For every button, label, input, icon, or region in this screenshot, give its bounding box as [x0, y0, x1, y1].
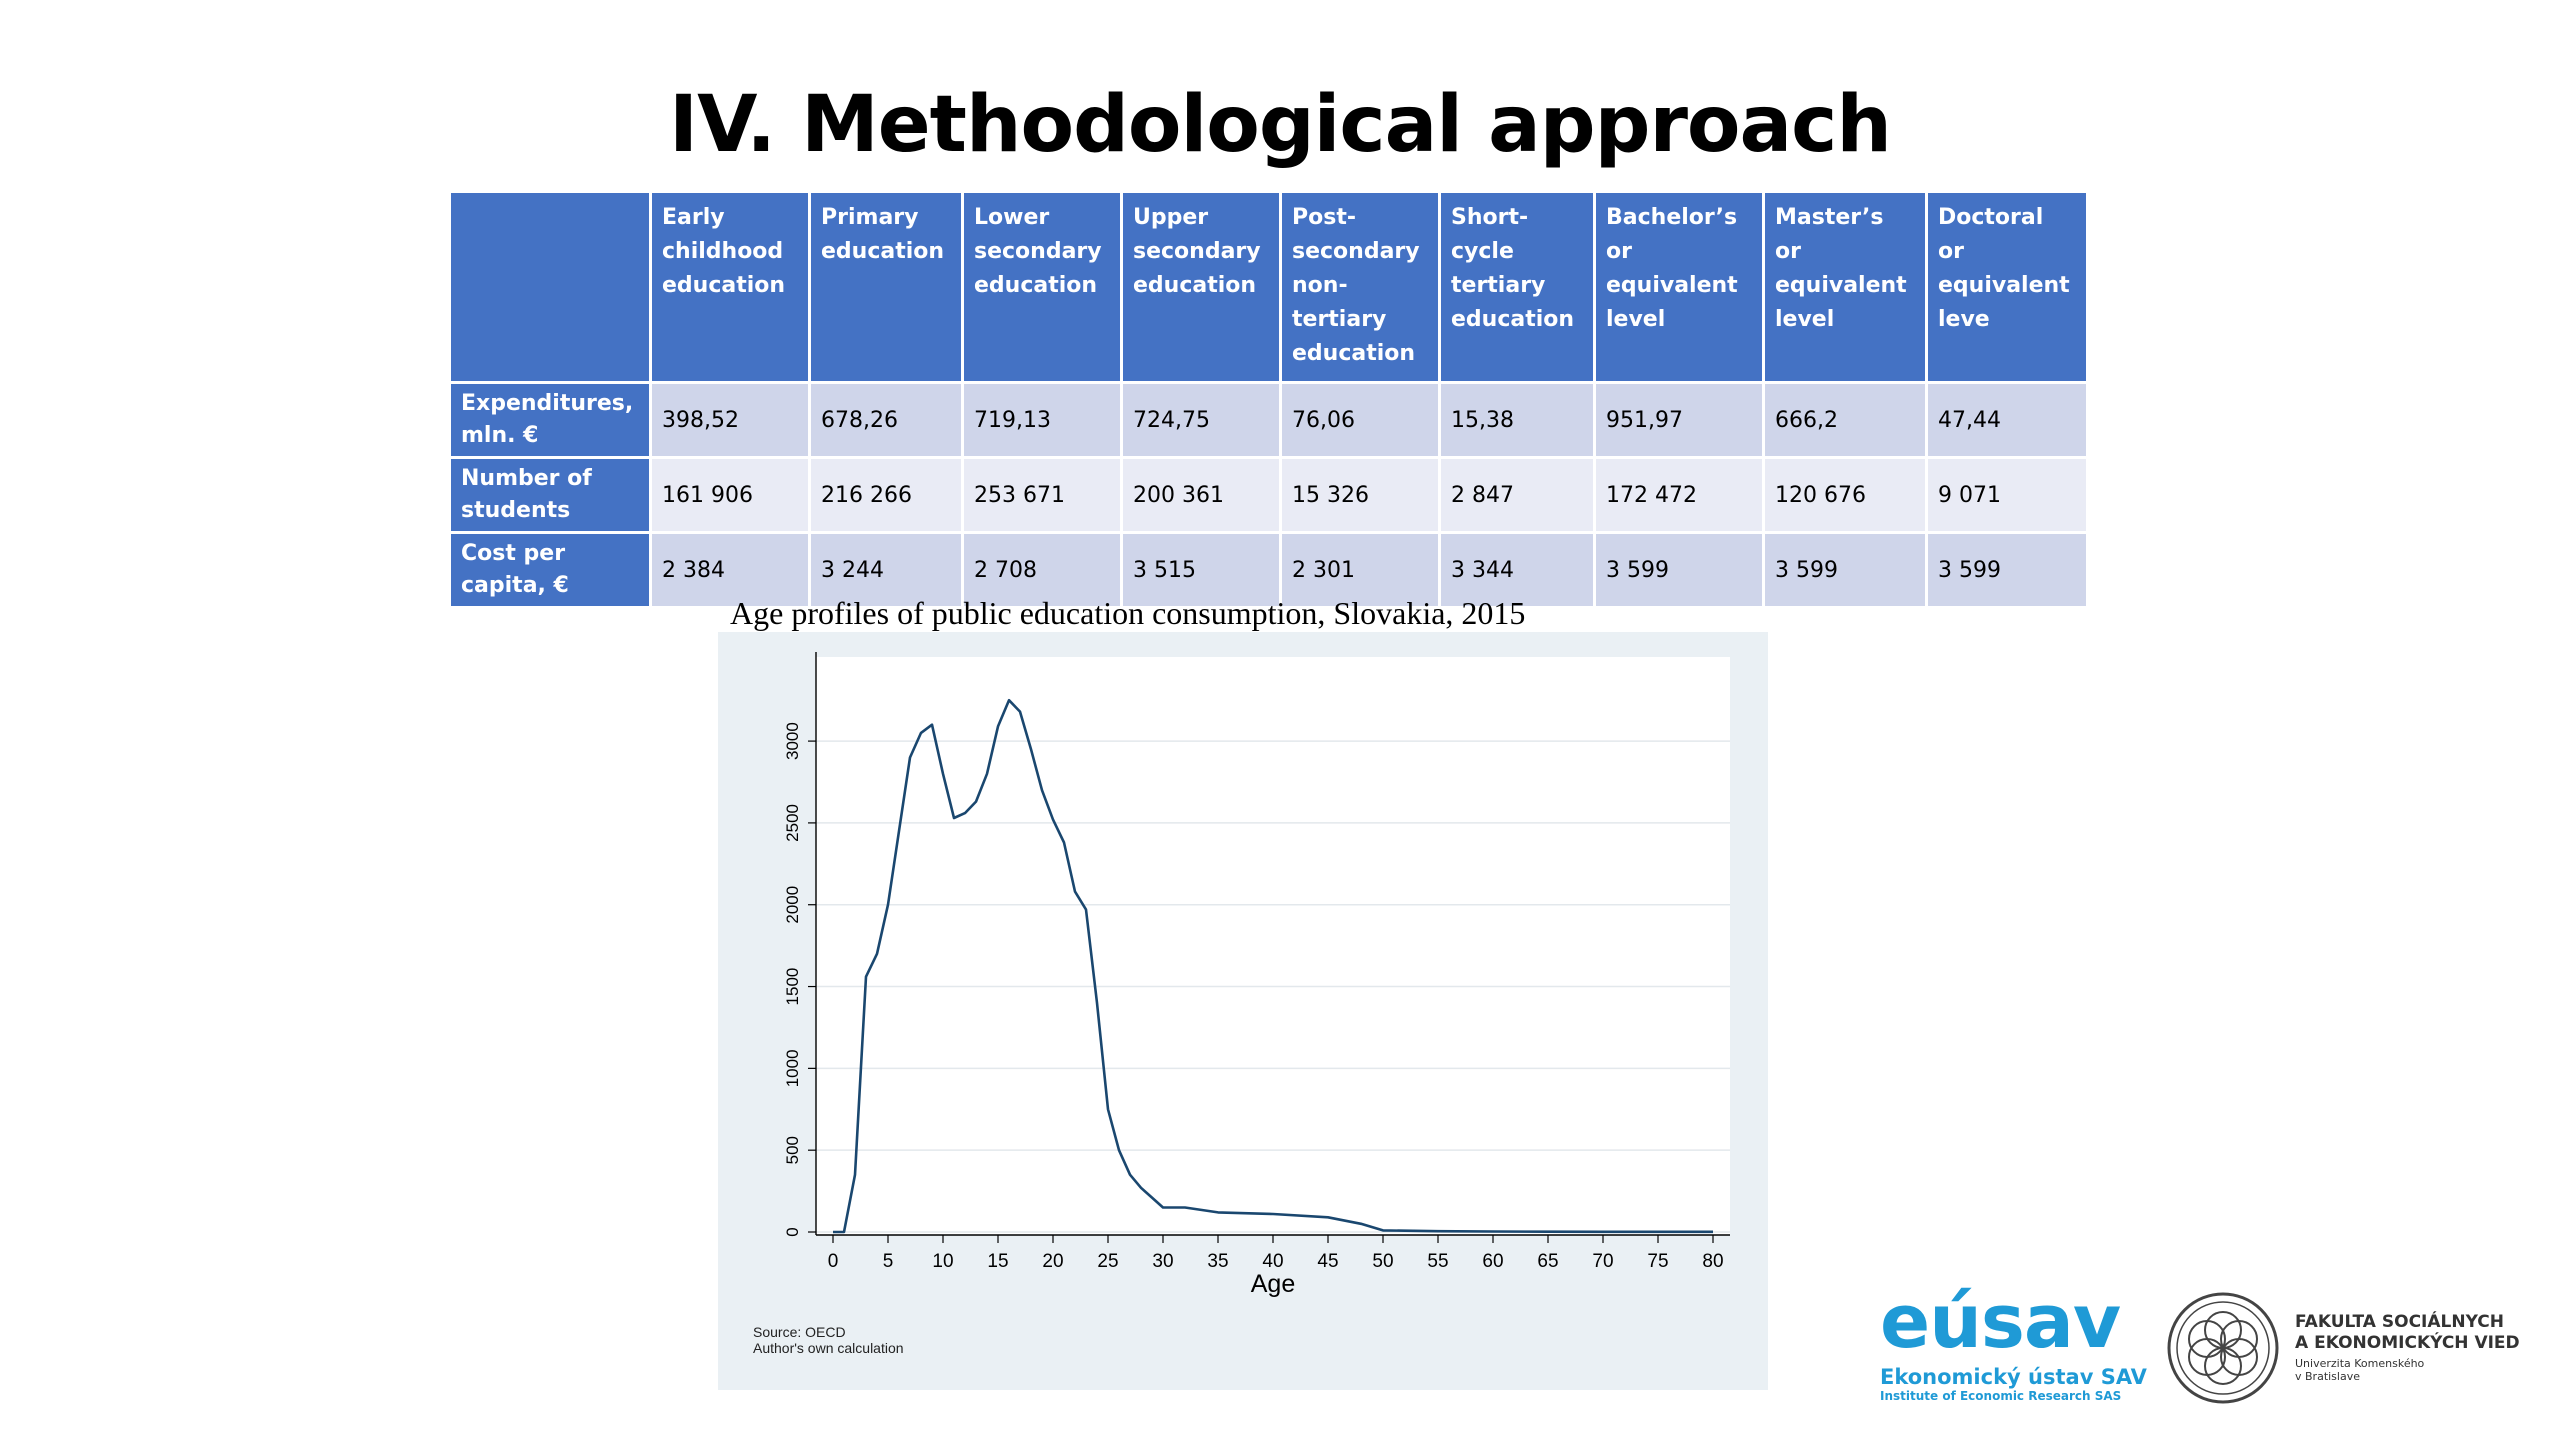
- fsev-text: FAKULTA SOCIÁLNYCH A EKONOMICKÝCH VIED U…: [2295, 1312, 2520, 1383]
- x-tick-label: 50: [1372, 1251, 1393, 1272]
- plot-area: [816, 657, 1730, 1235]
- table-cell: 9 071: [1928, 459, 2086, 531]
- table-cell: 3 599: [1596, 534, 1762, 606]
- y-tick-label: 0: [783, 1227, 802, 1236]
- x-tick-label: 5: [883, 1251, 894, 1272]
- header-cell: Lower secondary education: [964, 193, 1120, 381]
- y-tick-label: 500: [783, 1136, 802, 1164]
- header-cell: Short-cycle tertiary education: [1441, 193, 1593, 381]
- table-cell: 3 344: [1441, 534, 1593, 606]
- table-cell: 3 244: [811, 534, 961, 606]
- chart-panel: 0 500 1000 1500 2000 2500 3000 0 5 10 15 20 25 30 35 40…: [718, 632, 1768, 1390]
- table-cell: 15 326: [1282, 459, 1438, 531]
- table-cell: 47,44: [1928, 384, 2086, 456]
- x-tick-label: 0: [828, 1251, 839, 1272]
- table-header-row: Early childhood education Primary educat…: [451, 193, 2086, 381]
- slide-title: IV. Methodological approach: [669, 80, 1892, 170]
- table-row: Cost per capita, € 2 384 3 244 2 708 3 5…: [451, 534, 2086, 606]
- fsev-line: v Bratislave: [2295, 1370, 2360, 1383]
- table-row: Expenditures, mln. € 398,52 678,26 719,1…: [451, 384, 2086, 456]
- header-cell: Bachelor’s or equivalent level: [1596, 193, 1762, 381]
- x-tick-label: 30: [1152, 1251, 1173, 1272]
- header-cell: Upper secondary education: [1123, 193, 1279, 381]
- education-cost-table: Early childhood education Primary educat…: [448, 190, 2089, 609]
- x-tick-label: 35: [1207, 1251, 1228, 1272]
- table-cell: 161 906: [652, 459, 808, 531]
- x-tick-label: 80: [1702, 1251, 1723, 1272]
- table-cell: 2 847: [1441, 459, 1593, 531]
- table-cell: 2 384: [652, 534, 808, 606]
- table-cell: 120 676: [1765, 459, 1925, 531]
- fsev-logo: FAKULTA SOCIÁLNYCH A EKONOMICKÝCH VIED U…: [2165, 1290, 2545, 1410]
- y-tick-label: 3000: [783, 722, 802, 760]
- x-tick-label: 25: [1097, 1251, 1118, 1272]
- table-cell: 678,26: [811, 384, 961, 456]
- eusav-logo: eúsav Ekonomický ústav SAV Institute of …: [1880, 1285, 2160, 1415]
- eusav-name: Ekonomický ústav SAV: [1880, 1365, 2147, 1389]
- table-cell: 216 266: [811, 459, 961, 531]
- table-cell: 666,2: [1765, 384, 1925, 456]
- table-cell: 200 361: [1123, 459, 1279, 531]
- x-tick-label: 40: [1262, 1251, 1283, 1272]
- fsev-line: A EKONOMICKÝCH VIED: [2295, 1333, 2520, 1353]
- series-line: [833, 698, 1713, 1234]
- fsev-emblem-icon: [2167, 1292, 2279, 1404]
- header-cell: Post-secondary non-tertiary education: [1282, 193, 1438, 381]
- eusav-name-en: Institute of Economic Research SAS: [1880, 1389, 2122, 1403]
- x-tick-label: 65: [1537, 1251, 1558, 1272]
- table-cell: 3 515: [1123, 534, 1279, 606]
- table-cell: 172 472: [1596, 459, 1762, 531]
- x-tick-label: 10: [932, 1251, 953, 1272]
- table-cell: 253 671: [964, 459, 1120, 531]
- row-label: Expenditures, mln. €: [451, 384, 649, 456]
- row-label: Number of students: [451, 459, 649, 531]
- y-tick-label: 2000: [783, 886, 802, 924]
- table-cell: 2 708: [964, 534, 1120, 606]
- table-cell: 398,52: [652, 384, 808, 456]
- chart-source-note: Source: OECD Author's own calculation: [753, 1324, 904, 1356]
- table-cell: 3 599: [1765, 534, 1925, 606]
- fsev-line: Univerzita Komenského: [2295, 1357, 2425, 1370]
- x-tick-label: 45: [1317, 1251, 1338, 1272]
- header-cell: Early childhood education: [652, 193, 808, 381]
- table-cell: 724,75: [1123, 384, 1279, 456]
- table-cell: 3 599: [1928, 534, 2086, 606]
- age-profile-chart: 0 500 1000 1500 2000 2500 3000 0 5 10 15 20 25 30 35 40…: [783, 652, 1730, 1298]
- header-cell: Doctoral or equivalent leve: [1928, 193, 2086, 381]
- table-cell: 15,38: [1441, 384, 1593, 456]
- x-axis-label: Age: [1251, 1270, 1295, 1298]
- header-cell: Primary education: [811, 193, 961, 381]
- x-tick-label: 60: [1482, 1251, 1503, 1272]
- y-tick-label: 1500: [783, 968, 802, 1006]
- row-label: Cost per capita, €: [451, 534, 649, 606]
- source-line: Author's own calculation: [753, 1340, 904, 1356]
- source-line: Source: OECD: [753, 1324, 846, 1340]
- y-tick-label: 2500: [783, 804, 802, 842]
- table-cell: 719,13: [964, 384, 1120, 456]
- chart-title: Age profiles of public education consump…: [730, 595, 1526, 631]
- table-cell: 76,06: [1282, 384, 1438, 456]
- header-cell-blank: [451, 193, 649, 381]
- fsev-line: FAKULTA SOCIÁLNYCH: [2295, 1312, 2504, 1332]
- header-cell: Master’s or equivalent level: [1765, 193, 1925, 381]
- x-tick-label: 15: [987, 1251, 1008, 1272]
- table-cell: 2 301: [1282, 534, 1438, 606]
- table-cell: 951,97: [1596, 384, 1762, 456]
- x-tick-label: 55: [1427, 1251, 1448, 1272]
- x-tick-label: 20: [1042, 1251, 1063, 1272]
- y-tick-label: 1000: [783, 1049, 802, 1087]
- x-tick-label: 75: [1647, 1251, 1668, 1272]
- table-row: Number of students 161 906 216 266 253 6…: [451, 459, 2086, 531]
- eusav-wordmark: eúsav: [1880, 1279, 2121, 1365]
- x-tick-label: 70: [1592, 1251, 1613, 1272]
